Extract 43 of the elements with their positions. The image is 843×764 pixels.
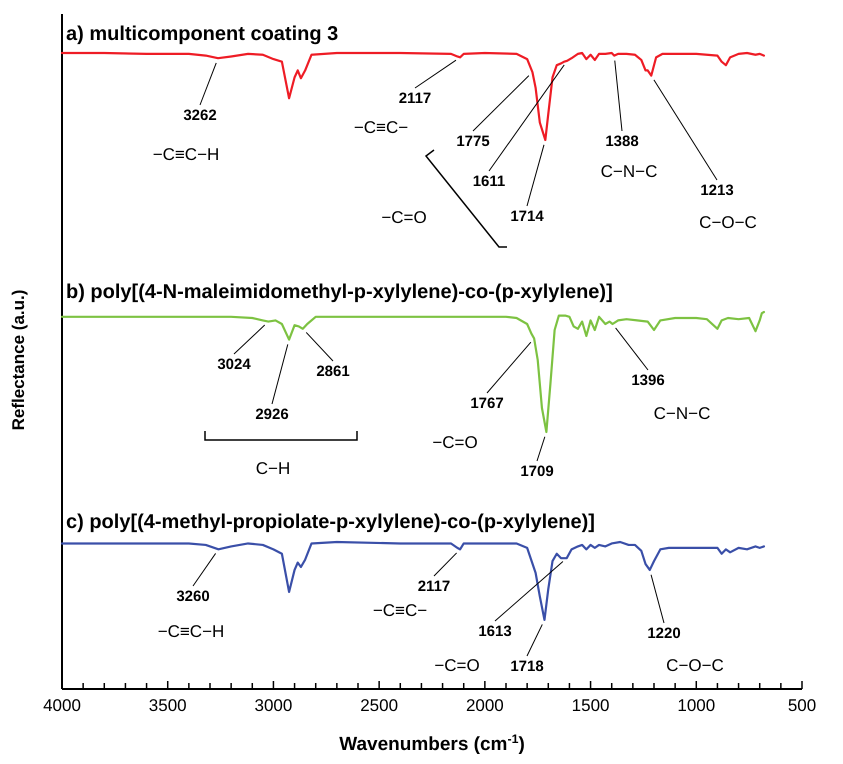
annotation: 1396 [631,372,665,389]
annotation: 1709 [520,462,554,480]
annotation: C−N−C [654,404,710,424]
x-tick-label: 2500 [360,696,398,715]
annotation: 3262 [183,106,217,124]
annotation: 2117 [418,578,450,595]
x-tick-label: 3500 [148,696,187,715]
annotation: 3260 [176,588,210,605]
text: C−O−C [699,213,757,232]
x-tick-label: 500 [788,696,816,715]
text: −C≡C−H [152,145,220,164]
x-tick-label: 1000 [677,696,716,715]
annotation: −C≡C− [354,118,408,138]
chart-title: b) poly[(4-N-maleimidomethyl-p-xylylene)-co-(p-xylylene)] [66,281,613,303]
x-tick-label: 2000 [466,696,504,715]
x-axis-title: Wavenumbers (cm$^{-1}$) [339,732,525,755]
text: −C=O [432,433,478,452]
text: C−N−C [600,162,658,182]
annotation: 1220 [647,624,681,642]
annotation: 1388 [605,132,639,150]
annotation: 1213 [700,182,734,199]
annotation: 1718 [510,658,544,675]
annotation: C−O−C [666,656,724,676]
x-tick-label: 1500 [572,696,610,715]
annotation: −C≡C−H [158,622,224,642]
annotation: 2861 [316,362,350,380]
text: C−H [256,459,290,478]
chart-title: c) poly[(4-methyl-propiolate-p-xylylene)-co-(p-xylylene)] [66,511,595,533]
annotation: −C=O [434,656,480,676]
annotation: 2117 [398,90,432,107]
annotation: 1775 [456,132,490,150]
annotation: 1714 [510,208,544,225]
annotation: −C≡C− [372,601,428,620]
annotation: 1767 [470,394,504,412]
chart-title: a) multicomponent coating 3 [66,23,338,45]
annotation: 1611 [472,172,506,190]
x-tick-label: 3000 [254,696,292,715]
annotation: 3024 [217,356,252,373]
annotation: 2926 [255,406,289,423]
y-axis-title: Reflectance (a.u.) [9,290,28,430]
text: −C=O [381,208,427,228]
x-tick-label: 4000 [43,696,81,715]
annotation: 1613 [478,622,512,640]
